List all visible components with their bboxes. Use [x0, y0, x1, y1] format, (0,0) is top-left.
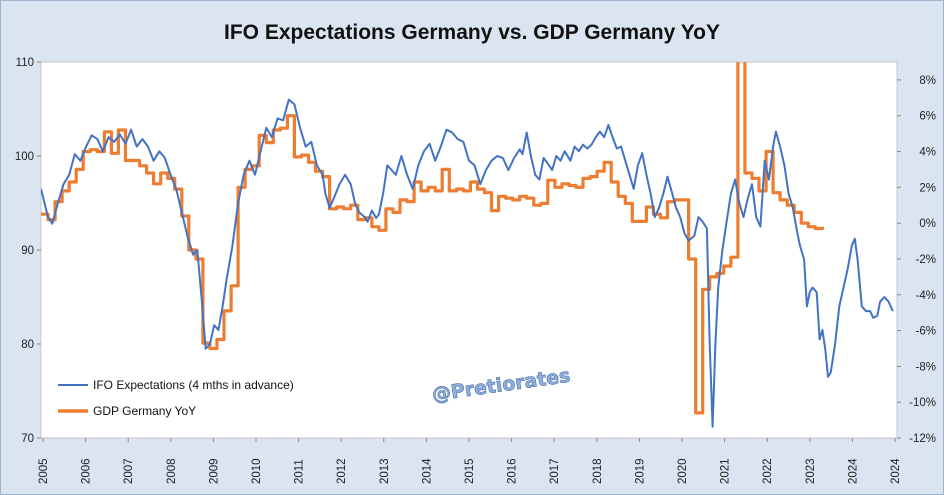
- right-axis-tick-label: -10%: [909, 397, 936, 409]
- right-axis-tick-label: 6%: [919, 111, 936, 123]
- left-axis-tick-label: 90: [21, 245, 34, 257]
- legend: IFO Expectations (4 mths in advance) GDP…: [58, 378, 294, 418]
- x-axis-tick-label: 2022: [762, 458, 774, 484]
- x-axis-tick-label: 2016: [507, 458, 519, 484]
- right-axis-tick-label: -12%: [909, 433, 936, 445]
- legend-label-gdp: GDP Germany YoY: [93, 404, 196, 418]
- x-axis-tick-label: 2023: [805, 458, 817, 484]
- x-axis-tick-label: 2012: [336, 458, 348, 484]
- x-axis-tick-label: 2010: [251, 458, 263, 484]
- x-axis-tick-label: 2006: [81, 458, 93, 484]
- left-axis-tick-label: 70: [21, 433, 34, 445]
- right-axis-tick-label: -6%: [916, 326, 936, 338]
- x-axis-tick-label: 2024: [847, 458, 859, 484]
- x-axis-tick-label: 2021: [720, 458, 732, 484]
- plot-area: [40, 61, 898, 439]
- right-axis-tick-label: -4%: [916, 290, 936, 302]
- x-axis-tick-label: 2013: [379, 458, 391, 484]
- x-axis-tick-label: 2019: [634, 458, 646, 484]
- x-axis-tick-label: 2015: [464, 458, 476, 484]
- x-axis-tick-label: 2020: [677, 458, 689, 484]
- right-axis-tick-label: 2%: [919, 182, 936, 194]
- x-axis-tick-label: 2011: [294, 459, 306, 484]
- right-axis-tick-label: -8%: [916, 361, 936, 373]
- ifo-series-line: [41, 98, 894, 428]
- left-axis-tick-label: 110: [16, 57, 34, 69]
- x-axis-tick-label: 2014: [421, 458, 433, 484]
- legend-label-ifo: IFO Expectations (4 mths in advance): [93, 378, 294, 392]
- right-axis-tick-label: 0%: [919, 218, 936, 230]
- x-axis-tick-label: 2024: [890, 458, 902, 484]
- left-axis-tick-label: 100: [15, 151, 34, 163]
- right-axis-tick-label: 8%: [919, 75, 936, 87]
- x-axis-tick-label: 2009: [208, 458, 220, 484]
- x-axis-tick-label: 2017: [549, 458, 561, 484]
- x-axis-tick-label: 2018: [592, 458, 604, 484]
- x-axis-tick-label: 2005: [38, 458, 50, 484]
- chart-title: IFO Expectations Germany vs. GDP Germany…: [223, 21, 721, 44]
- left-axis-tick-label: 80: [21, 339, 34, 351]
- right-axis-tick-label: -2%: [916, 254, 936, 266]
- x-axis-tick-label: 2007: [123, 458, 135, 484]
- x-axis-tick-label: 2008: [166, 458, 178, 484]
- right-axis-tick-label: 4%: [919, 147, 936, 159]
